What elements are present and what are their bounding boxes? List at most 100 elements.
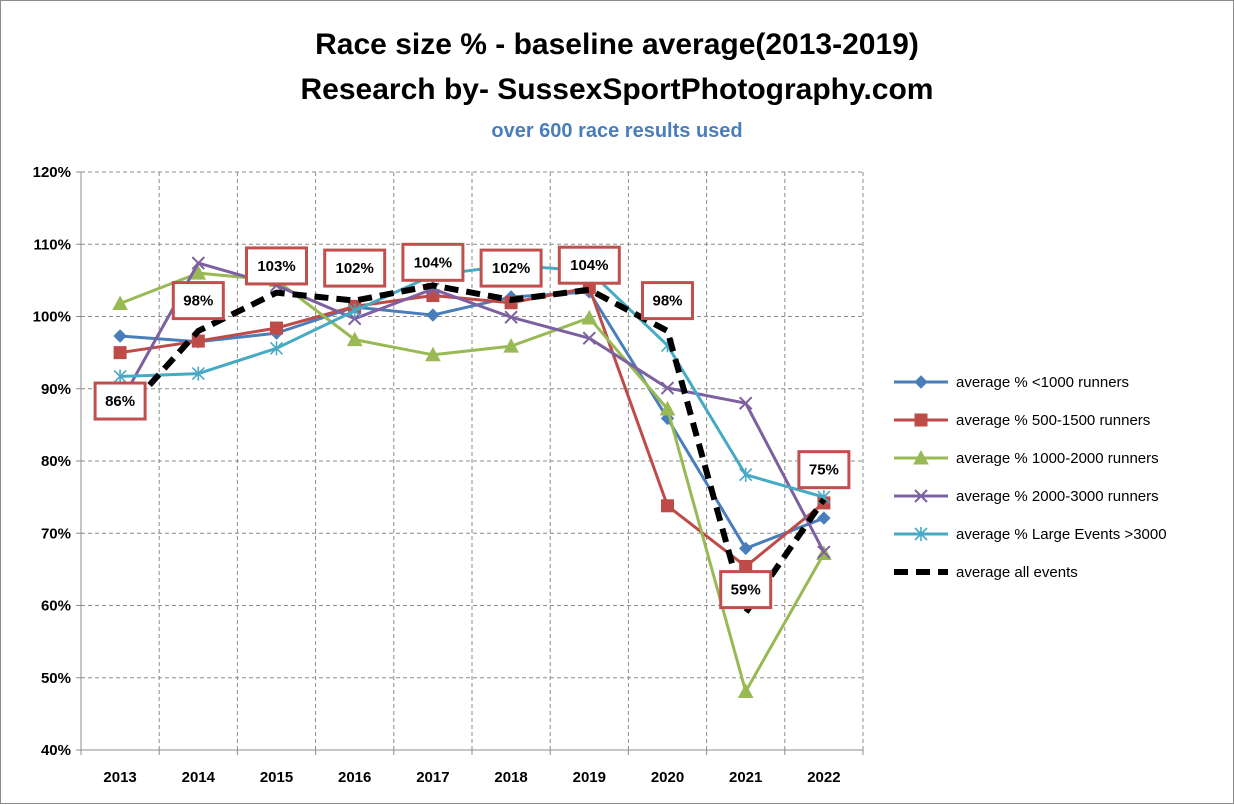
data-point (425, 346, 441, 362)
x-tick-label: 2016 (338, 769, 371, 786)
data-point (738, 396, 753, 410)
y-tick-label: 50% (41, 670, 71, 687)
legend-marker (914, 413, 928, 427)
axis-layer: 40% 50% 60% 70% 80% 90% 100% 110% 120% 2013 2014 20… (33, 164, 864, 786)
y-tick-label: 120% (33, 164, 71, 181)
data-label-callout: 59% (719, 570, 773, 610)
grid-layer (81, 171, 864, 750)
series-line (119, 286, 825, 568)
data-label-callout: 75% (797, 450, 851, 490)
data-label-callout: 102% (479, 248, 543, 288)
legend-entry: average % <1000 runners (894, 374, 1129, 391)
data-point (190, 265, 207, 280)
x-tick-label: 2018 (494, 769, 527, 786)
chart-title-line1: Race size % - baseline average(2013-2019… (315, 28, 919, 61)
data-point (738, 541, 753, 556)
data-label: 102% (492, 260, 530, 277)
x-tick-label: 2017 (416, 769, 449, 786)
legend-label: average % 1000-2000 runners (956, 450, 1159, 467)
y-tick-label: 60% (41, 598, 71, 615)
data-point (426, 308, 440, 322)
legend-label: average % 500-1500 runners (956, 412, 1150, 429)
legend-label: average % 2000-3000 runners (956, 488, 1159, 505)
data-point (817, 545, 831, 559)
series-line (119, 271, 826, 693)
legend-entry: average % 500-1500 runners (894, 412, 1150, 429)
legend-marker (913, 449, 929, 465)
callout-box (557, 245, 621, 285)
data-label-callout: 86% (93, 381, 147, 421)
legend-label: average % <1000 runners (956, 374, 1129, 391)
data-point (817, 511, 831, 525)
data-point (660, 381, 675, 395)
chart-title-line2: Research by- SussexSportPhotography.com (301, 73, 934, 106)
data-point (581, 309, 598, 325)
legend-marker (914, 489, 928, 503)
series-line (120, 263, 825, 499)
callout-box (171, 281, 225, 321)
data-point (112, 295, 128, 310)
callout-box (719, 570, 773, 610)
callout-layer: 86% 98% 103% 102% 104% 102% 104% 98% 59% 75% (93, 242, 851, 610)
y-tick-label: 90% (41, 381, 71, 398)
data-point (113, 346, 127, 360)
data-label: 59% (731, 582, 761, 599)
data-point (191, 334, 205, 348)
chart-subtitle: over 600 race results used (491, 120, 742, 142)
legend-label: average % Large Events >3000 (956, 526, 1167, 543)
data-label: 104% (570, 257, 608, 274)
data-point (739, 467, 753, 482)
callout-box (401, 242, 465, 282)
x-tick-label: 2022 (807, 769, 840, 786)
y-tick-label: 110% (33, 236, 71, 253)
series-line (118, 261, 826, 553)
legend-label: average all events (956, 564, 1078, 581)
data-label-callout: 98% (171, 281, 225, 321)
data-point (504, 310, 518, 324)
data-point (191, 366, 205, 381)
x-tick-label: 2015 (260, 769, 293, 786)
data-label-callout: 103% (245, 246, 308, 286)
data-label: 104% (414, 254, 452, 271)
series-5 (117, 282, 827, 616)
series-line (117, 282, 827, 616)
data-point (661, 499, 674, 513)
data-point (269, 341, 284, 356)
x-tick-label: 2020 (651, 769, 684, 786)
x-tick-label: 2019 (573, 769, 606, 786)
legend-marker (914, 527, 928, 541)
data-point (348, 303, 362, 318)
series-line (119, 290, 825, 550)
y-tick-label: 40% (41, 742, 71, 759)
callout-box (479, 248, 543, 288)
data-label-callout: 98% (641, 281, 694, 321)
data-point (191, 256, 206, 270)
data-label-callout: 104% (401, 242, 465, 282)
y-tick-label: 80% (41, 453, 71, 470)
data-label: 75% (809, 462, 839, 479)
data-label: 102% (336, 260, 374, 277)
callout-box (245, 246, 308, 286)
callout-box (641, 281, 694, 321)
legend-entry: average % Large Events >3000 (894, 526, 1167, 543)
legend-entry: average % 2000-3000 runners (894, 488, 1159, 505)
y-tick-label: 70% (41, 525, 71, 542)
x-tick-label: 2013 (103, 769, 136, 786)
legend: average % <1000 runners average % 500-150… (894, 374, 1167, 581)
data-point (270, 321, 283, 335)
data-point (346, 331, 363, 347)
x-tick-label: 2021 (729, 769, 762, 786)
data-label-callout: 102% (323, 248, 387, 288)
data-label-callout: 104% (557, 245, 621, 285)
data-point (113, 329, 127, 343)
y-tick-label: 100% (33, 309, 71, 326)
callout-box (323, 248, 387, 288)
callout-box (93, 381, 147, 421)
callout-box (797, 450, 851, 490)
data-label: 98% (652, 293, 682, 310)
data-point (737, 683, 754, 698)
data-point (113, 369, 127, 384)
data-label: 86% (105, 393, 135, 410)
data-point (659, 400, 676, 416)
